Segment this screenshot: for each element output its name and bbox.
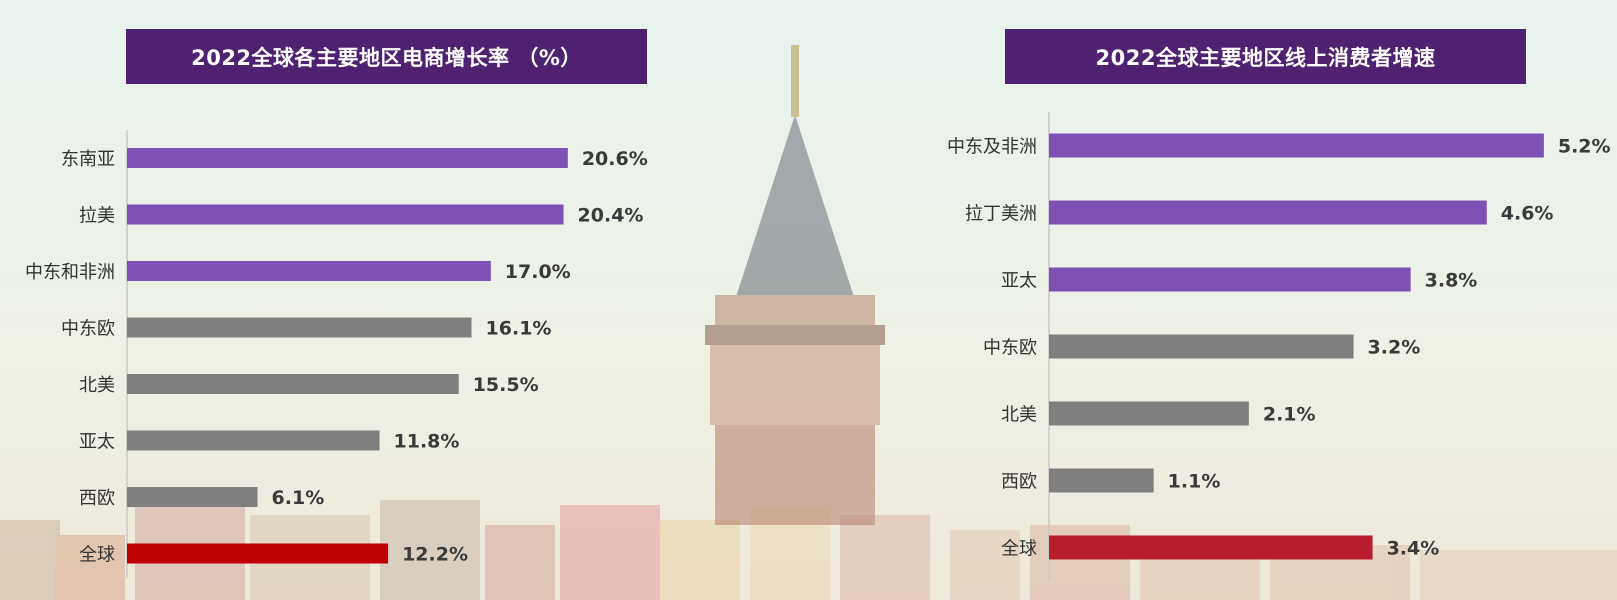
value-label: 16.1% — [486, 318, 552, 340]
value-label: 11.8% — [394, 431, 460, 453]
category-label: 东南亚 — [61, 149, 115, 170]
bar — [127, 430, 380, 451]
category-label: 全球 — [1001, 539, 1037, 560]
category-label: 亚太 — [1001, 271, 1037, 292]
bar — [127, 487, 258, 507]
value-label: 6.1% — [272, 487, 325, 509]
bar — [1049, 468, 1154, 493]
category-label: 拉丁美洲 — [965, 204, 1037, 225]
category-label: 中东和非洲 — [25, 262, 115, 283]
bar — [1049, 535, 1373, 560]
value-label: 3.2% — [1368, 337, 1421, 359]
value-label: 4.6% — [1501, 203, 1554, 225]
category-label: 中东欧 — [61, 319, 115, 340]
category-label: 西欧 — [1001, 472, 1037, 493]
value-label: 20.6% — [582, 148, 648, 170]
value-label: 3.8% — [1425, 270, 1478, 292]
value-label: 2.1% — [1263, 404, 1316, 426]
value-label: 20.4% — [578, 205, 644, 227]
category-label: 全球 — [79, 545, 115, 566]
bar — [1049, 334, 1354, 359]
category-label: 拉美 — [79, 206, 115, 227]
chart-title-ecommerce-growth: 2022全球各主要地区电商增长率 （%） — [126, 29, 647, 84]
value-label: 1.1% — [1168, 471, 1221, 493]
category-label: 西欧 — [79, 488, 115, 509]
value-label: 17.0% — [505, 261, 571, 283]
value-label: 15.5% — [473, 374, 539, 396]
bar — [127, 374, 459, 394]
bar — [1049, 401, 1249, 426]
bar — [127, 148, 568, 168]
chart-title-online-consumer-growth: 2022全球主要地区线上消费者增速 — [1005, 29, 1526, 84]
bar — [127, 261, 491, 281]
category-label: 亚太 — [79, 432, 115, 453]
bar — [1049, 133, 1544, 158]
value-label: 12.2% — [402, 544, 468, 566]
bar — [127, 204, 564, 225]
value-label: 3.4% — [1387, 538, 1440, 560]
bar — [1049, 267, 1411, 292]
bar — [127, 543, 389, 564]
bar — [127, 317, 472, 338]
category-label: 北美 — [79, 375, 115, 396]
category-label: 北美 — [1001, 405, 1037, 426]
category-label: 中东欧 — [983, 338, 1037, 359]
bar — [1049, 200, 1487, 225]
value-label: 5.2% — [1558, 136, 1611, 158]
category-label: 中东及非洲 — [947, 137, 1037, 158]
